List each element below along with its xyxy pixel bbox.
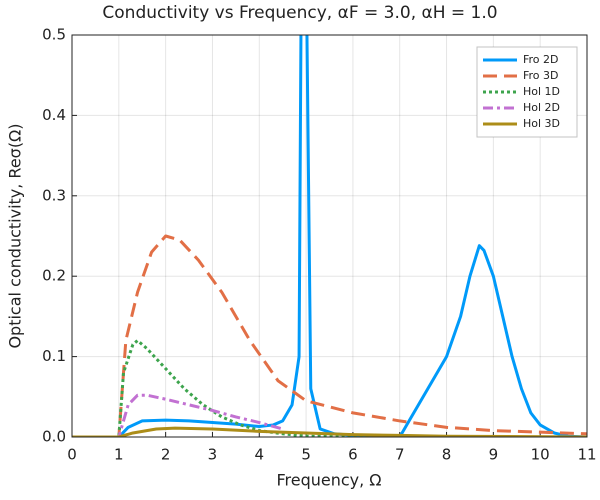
x-tick-label: 6 [348,446,358,464]
y-tick-label: 0.1 [42,347,66,365]
y-tick-label: 0.2 [42,267,66,285]
chart-title: Conductivity vs Frequency, αF = 3.0, αH … [102,3,497,23]
legend-box [476,46,578,138]
legend-label: Fro 3D [523,69,559,82]
x-tick-label: 11 [577,446,596,464]
series-line [72,234,587,437]
x-tick-label: 0 [67,446,77,464]
series-line [72,426,587,437]
x-tick-label: 7 [395,446,405,464]
y-tick-label: 0.0 [42,428,66,446]
y-axis-label: Optical conductivity, Reσ(Ω) [6,123,25,348]
legend: Fro 2D Fro 3D Hol 1D Hol 2D Hol 3D [476,46,578,138]
plot-lines [72,35,587,437]
y-tick-label: 0.3 [42,186,66,204]
x-tick-label: 3 [208,446,218,464]
y-tick-label: 0.5 [42,26,66,44]
series-line [72,393,284,437]
x-tick-label: 9 [489,446,499,464]
legend-label: Hol 3D [523,117,560,130]
legend-label: Hol 1D [523,85,560,98]
x-tick-label: 8 [442,446,452,464]
x-tick-label: 4 [254,446,264,464]
y-tick-label: 0.4 [42,106,66,124]
series-line [72,339,587,437]
x-axis-label: Frequency, Ω [276,471,381,490]
legend-label: Fro 2D [523,53,559,66]
x-tick-label: 10 [531,446,550,464]
x-tick-label: 2 [161,446,171,464]
plot-frame [71,34,588,438]
x-tick-label: 1 [114,446,124,464]
legend-label: Hol 2D [523,101,560,114]
x-tick-label: 5 [301,446,311,464]
